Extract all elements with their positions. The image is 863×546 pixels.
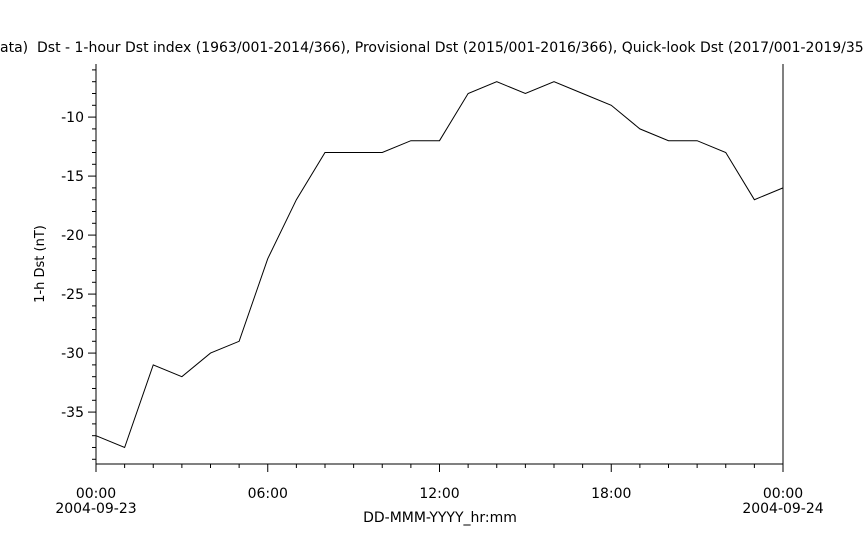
x-tick-label: 18:00 <box>591 486 631 502</box>
x-tick-label: 2004-09-24 <box>742 501 823 517</box>
x-tick-label: 00:00 <box>76 486 116 502</box>
y-tick-label: -10 <box>61 110 84 126</box>
x-tick-label: 12:00 <box>419 486 459 502</box>
y-tick-label: -20 <box>61 228 84 244</box>
y-tick-label: -35 <box>61 405 84 421</box>
y-tick-label: -30 <box>61 346 84 362</box>
data-line <box>95 81 784 449</box>
x-tick-label: 2004-09-23 <box>55 501 136 517</box>
y-tick-label: -15 <box>61 169 84 185</box>
x-axis-label: DD-MMM-YYYY_hr:mm <box>363 510 517 526</box>
chart-title: ata) Dst - 1-hour Dst index (1963/001-20… <box>0 40 863 56</box>
y-axis-label: 1-h Dst (nT) <box>33 225 48 303</box>
x-tick-label: 00:00 <box>763 486 803 502</box>
x-tick-label: 06:00 <box>248 486 288 502</box>
y-tick-label: -25 <box>61 287 84 303</box>
